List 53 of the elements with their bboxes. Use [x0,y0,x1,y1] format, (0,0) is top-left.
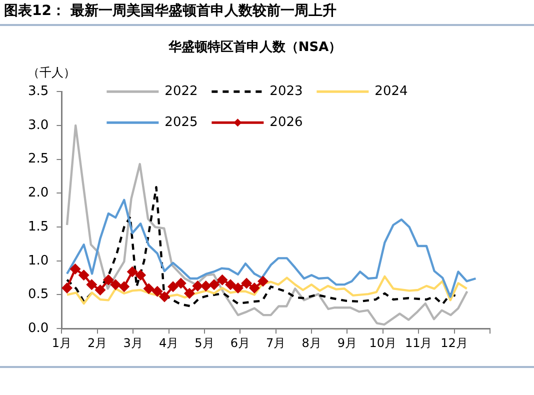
point [158,291,170,302]
x-tick-label: 7月 [266,336,286,350]
point [184,288,195,299]
point [257,276,268,287]
legend-label: 2025 [164,114,198,130]
point [192,280,204,292]
chart-title: 图表12： 最新一周美国华盛顿首申人数较前一周上升 [4,2,336,20]
point [78,270,90,281]
point [110,279,122,290]
x-tick-label: 11月 [404,336,432,350]
y-tick-label: 1.0 [28,253,49,268]
y-axis-title: （千人） [28,66,76,80]
point [126,266,138,278]
x-tick-label: 1月 [52,336,72,350]
x-tick-label: 8月 [302,336,322,350]
point [248,282,260,294]
legend-label: 2024 [374,84,408,99]
y-tick-label: 2.5 [28,152,49,167]
point [168,281,179,292]
y-tick-label: 0.5 [28,287,49,302]
x-tick-label: 12月 [440,336,468,350]
y-tick-label: 2.0 [28,186,49,201]
point [70,264,81,275]
point [208,279,220,290]
y-tick-label: 0.0 [28,320,49,336]
x-tick-label: 5月 [194,336,214,350]
legend-label: 2026 [270,114,303,130]
point [86,279,98,290]
x-tick-label: 3月 [123,336,143,350]
point [102,274,114,286]
y-tick-label: 1.5 [28,219,49,234]
point [175,278,186,289]
point [241,278,252,289]
point [62,282,73,294]
legend-label: 2022 [164,84,198,99]
x-tick-label: 6月 [230,336,250,350]
y-tick-label: 3.0 [28,118,49,133]
point [94,284,106,296]
x-tick-label: 4月 [158,336,179,350]
x-tick-label: 9月 [337,336,358,350]
point [216,274,228,286]
x-tick-label: 2月 [88,336,108,350]
legend-label: 2023 [270,84,303,99]
point [232,282,244,294]
x-tick-label: 10月 [369,336,397,350]
point [135,270,146,281]
point [200,280,212,292]
chart-subtitle: 华盛顿特区首申人数（NSA） [167,39,342,56]
point [152,286,163,297]
y-tick-label: 3.5 [28,84,49,99]
point [143,283,154,294]
point [225,279,236,290]
point [118,281,130,292]
